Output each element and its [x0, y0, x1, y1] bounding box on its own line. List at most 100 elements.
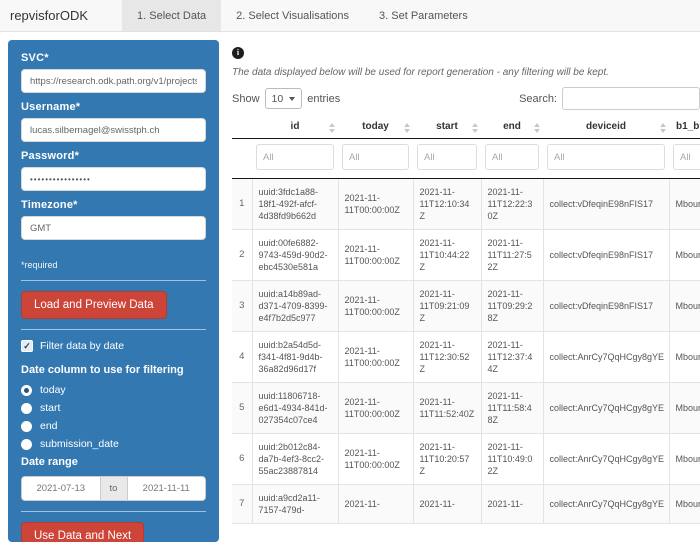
row-number: 7	[232, 484, 252, 524]
column-label: id	[290, 121, 300, 132]
cell-id: uuid:a14b89ad-d371-4709-8399-e4f7b2d5c97…	[251, 280, 338, 332]
filter-cell-empty	[232, 138, 252, 179]
divider	[21, 329, 206, 330]
date-to-input[interactable]	[127, 476, 206, 501]
radio-start[interactable]: start	[21, 402, 206, 414]
chevron-down-icon	[289, 96, 296, 101]
page-length-select[interactable]: 10	[264, 88, 303, 109]
radio-submission-date[interactable]: submission_date	[21, 438, 206, 450]
sort-icon[interactable]	[329, 122, 335, 133]
column-header-deviceid[interactable]: deviceid	[543, 117, 669, 139]
search-label: Search:	[519, 92, 557, 105]
filter-input-end[interactable]	[485, 144, 539, 170]
sort-icon[interactable]	[534, 122, 540, 133]
search-control: Search:	[519, 87, 700, 110]
cell-start: 2021-11-11T09:21:09Z	[412, 280, 481, 332]
header-bar: repvisforODK 1. Select Data 2. Select Vi…	[0, 0, 700, 32]
cell-id: uuid:3fdc1a88-18f1-492f-afcf-4d38fd9b662…	[251, 178, 338, 230]
cell-start: 2021-11-11T12:10:34Z	[412, 178, 481, 230]
sort-icon[interactable]	[472, 122, 478, 133]
cell-id: uuid:00fe6882-9743-459d-90d2-ebc4530e581…	[251, 229, 338, 281]
table-row: 2 uuid:00fe6882-9743-459d-90d2-ebc4530e5…	[232, 229, 700, 281]
info-icon[interactable]: i	[232, 46, 244, 59]
tab-select-visualisations[interactable]: 2. Select Visualisations	[236, 10, 350, 22]
table-row: 4 uuid:b2a54d5d-f341-4f81-9d4b-36a82d96d…	[232, 331, 700, 383]
password-input[interactable]	[21, 167, 206, 191]
cell-today: 2021-11-11T00:00:00Z	[337, 229, 413, 281]
filter-by-date-label: Filter data by date	[40, 340, 125, 352]
cell-id: uuid:11806718-e6d1-4934-841d-027354c07ce…	[251, 382, 338, 434]
load-preview-button[interactable]: Load and Preview Data	[21, 291, 167, 319]
column-header-start[interactable]: start	[413, 117, 481, 139]
filter-input-deviceid[interactable]	[547, 144, 665, 170]
timezone-input[interactable]	[21, 216, 206, 240]
cell-b1-b1: Mbour	[668, 484, 700, 524]
username-input[interactable]	[21, 118, 206, 142]
use-data-next-button[interactable]: Use Data and Next	[21, 522, 145, 542]
cell-id: uuid:b2a54d5d-f341-4f81-9d4b-36a82d96d17…	[251, 331, 338, 383]
row-number: 1	[232, 178, 252, 230]
radio-icon	[21, 438, 32, 450]
radio-icon	[21, 420, 32, 432]
table-row: 6 uuid:2b012c84-da7b-4ef3-8cc2-55ac23887…	[232, 433, 700, 485]
radio-start-label: start	[40, 402, 61, 414]
required-note: *required	[21, 260, 58, 270]
radio-icon	[21, 402, 32, 414]
svc-label: SVC*	[21, 52, 49, 64]
row-number: 5	[232, 382, 252, 434]
cell-b1-b1: Mbour	[668, 382, 700, 434]
filter-input-start[interactable]	[417, 144, 477, 170]
search-input[interactable]	[562, 87, 700, 110]
column-header-today[interactable]: today	[338, 117, 413, 139]
row-number: 3	[232, 280, 252, 332]
data-table-container: id today start end deviceid b1_b1_	[232, 117, 700, 524]
radio-today-label: today	[40, 384, 66, 396]
sort-icon[interactable]	[404, 122, 410, 133]
radio-today[interactable]: today	[21, 384, 206, 396]
cell-start: 2021-11-11T10:44:22Z	[412, 229, 481, 281]
page-length-value: 10	[271, 92, 284, 105]
cell-today: 2021-11-11T00:00:00Z	[337, 433, 413, 485]
username-label: Username*	[21, 101, 81, 113]
info-note: The data displayed below will be used fo…	[232, 67, 609, 78]
column-label: b1_b1_	[676, 121, 700, 132]
table-controls: Show 10 entries Search:	[232, 87, 700, 110]
cell-start: 2021-11-	[412, 484, 481, 524]
filter-by-date-checkbox[interactable]: ✓ Filter data by date	[21, 340, 206, 352]
divider	[21, 280, 206, 281]
svc-input[interactable]	[21, 69, 206, 93]
cell-deviceid: collect:vDfeqinE98nFIS17	[542, 229, 669, 281]
tab-set-parameters[interactable]: 3. Set Parameters	[379, 10, 468, 22]
sort-icon[interactable]	[660, 122, 666, 133]
nav-tabs: 1. Select Data 2. Select Visualisations …	[122, 0, 483, 31]
cell-b1-b1: Mbour	[668, 229, 700, 281]
filter-input-today[interactable]	[342, 144, 409, 170]
cell-deviceid: collect:AnrCy7QqHCgy8gYE	[542, 433, 669, 485]
cell-today: 2021-11-	[337, 484, 413, 524]
column-label: end	[503, 121, 521, 132]
cell-today: 2021-11-11T00:00:00Z	[337, 331, 413, 383]
column-header-b1-b1[interactable]: b1_b1_	[669, 117, 700, 139]
radio-end[interactable]: end	[21, 420, 206, 432]
cell-deviceid: collect:AnrCy7QqHCgy8gYE	[542, 484, 669, 524]
check-icon: ✓	[23, 340, 31, 351]
column-header-id[interactable]: id	[252, 117, 338, 139]
cell-start: 2021-11-11T10:20:57Z	[412, 433, 481, 485]
table-row: 5 uuid:11806718-e6d1-4934-841d-027354c07…	[232, 382, 700, 434]
cell-deviceid: collect:AnrCy7QqHCgy8gYE	[542, 382, 669, 434]
cell-end: 2021-11-11T12:22:30Z	[480, 178, 543, 230]
cell-id: uuid:a9cd2a11-7157-479d-	[251, 484, 338, 524]
cell-end: 2021-11-11T11:27:52Z	[480, 229, 543, 281]
date-from-input[interactable]	[21, 476, 100, 501]
tab-select-data[interactable]: 1. Select Data	[122, 0, 222, 31]
table-row: 3 uuid:a14b89ad-d371-4709-8399-e4f7b2d5c…	[232, 280, 700, 332]
show-label: Show	[232, 92, 260, 105]
cell-b1-b1: Mbour	[668, 433, 700, 485]
cell-end: 2021-11-11T10:49:02Z	[480, 433, 543, 485]
date-range-label: Date range	[21, 456, 78, 468]
filter-input-id[interactable]	[256, 144, 334, 170]
filter-input-b1-b1[interactable]	[673, 144, 700, 170]
radio-selected-icon	[21, 384, 32, 396]
column-header-end[interactable]: end	[481, 117, 543, 139]
divider	[21, 511, 206, 512]
